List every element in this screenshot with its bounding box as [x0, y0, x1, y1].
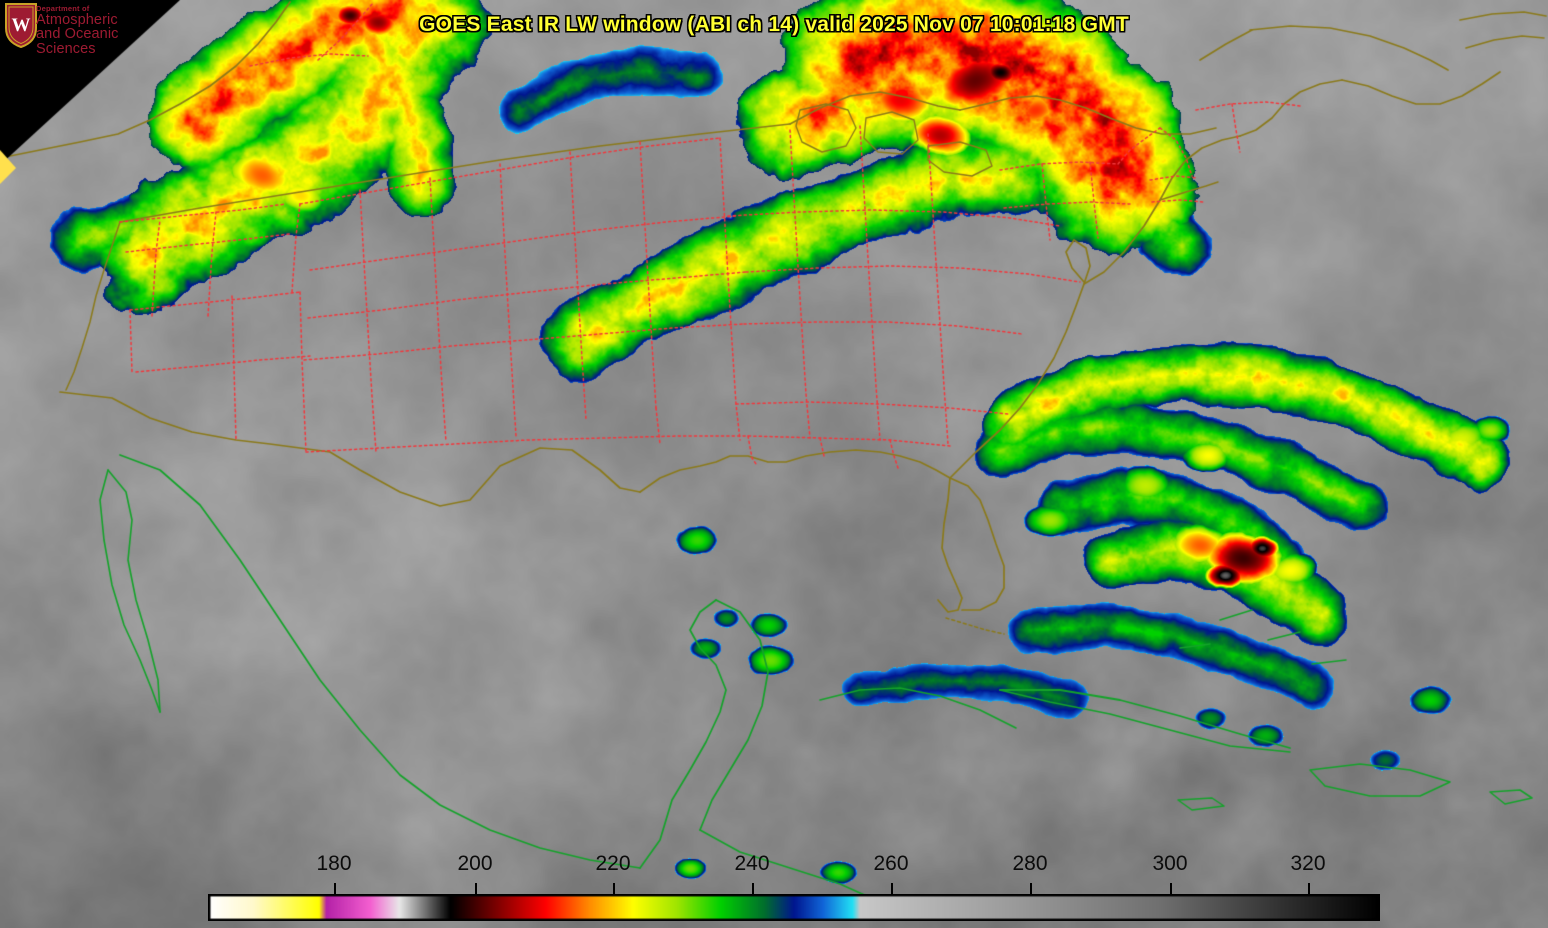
colorbar-tick-label: 180	[316, 852, 352, 875]
colorbar-tick-label: 300	[1152, 852, 1188, 875]
colorbar-tick-label: 200	[457, 852, 493, 875]
colorbar-tick	[752, 883, 754, 894]
logo-line-2: and Oceanic Sciences	[36, 26, 119, 58]
svg-text:W: W	[12, 15, 31, 36]
colorbar-tick-label: 240	[734, 852, 770, 875]
colorbar-tick-label: 320	[1290, 852, 1326, 875]
logo-line-1: Atmospheric	[36, 11, 118, 28]
colorbar-tick-label: 220	[595, 852, 631, 875]
colorbar-tick	[334, 883, 336, 894]
colorbar: 180 200 220 240 260 280 300 320	[208, 852, 1380, 921]
uw-aos-logo: W Department of Atmospheric and Oceanic …	[0, 0, 160, 56]
colorbar-tick-label: 280	[1012, 852, 1048, 875]
colorbar-tick	[1170, 883, 1172, 894]
colorbar-tick	[613, 883, 615, 894]
logo-department-line: Department of	[36, 4, 90, 13]
colorbar-tick	[891, 883, 893, 894]
uw-crest-icon: W	[5, 3, 37, 48]
colorbar-gradient	[208, 894, 1380, 921]
colorbar-tick	[475, 883, 477, 894]
colorbar-tick	[1308, 883, 1310, 894]
colorbar-tick-label: 260	[873, 852, 909, 875]
colorbar-tick	[1030, 883, 1032, 894]
